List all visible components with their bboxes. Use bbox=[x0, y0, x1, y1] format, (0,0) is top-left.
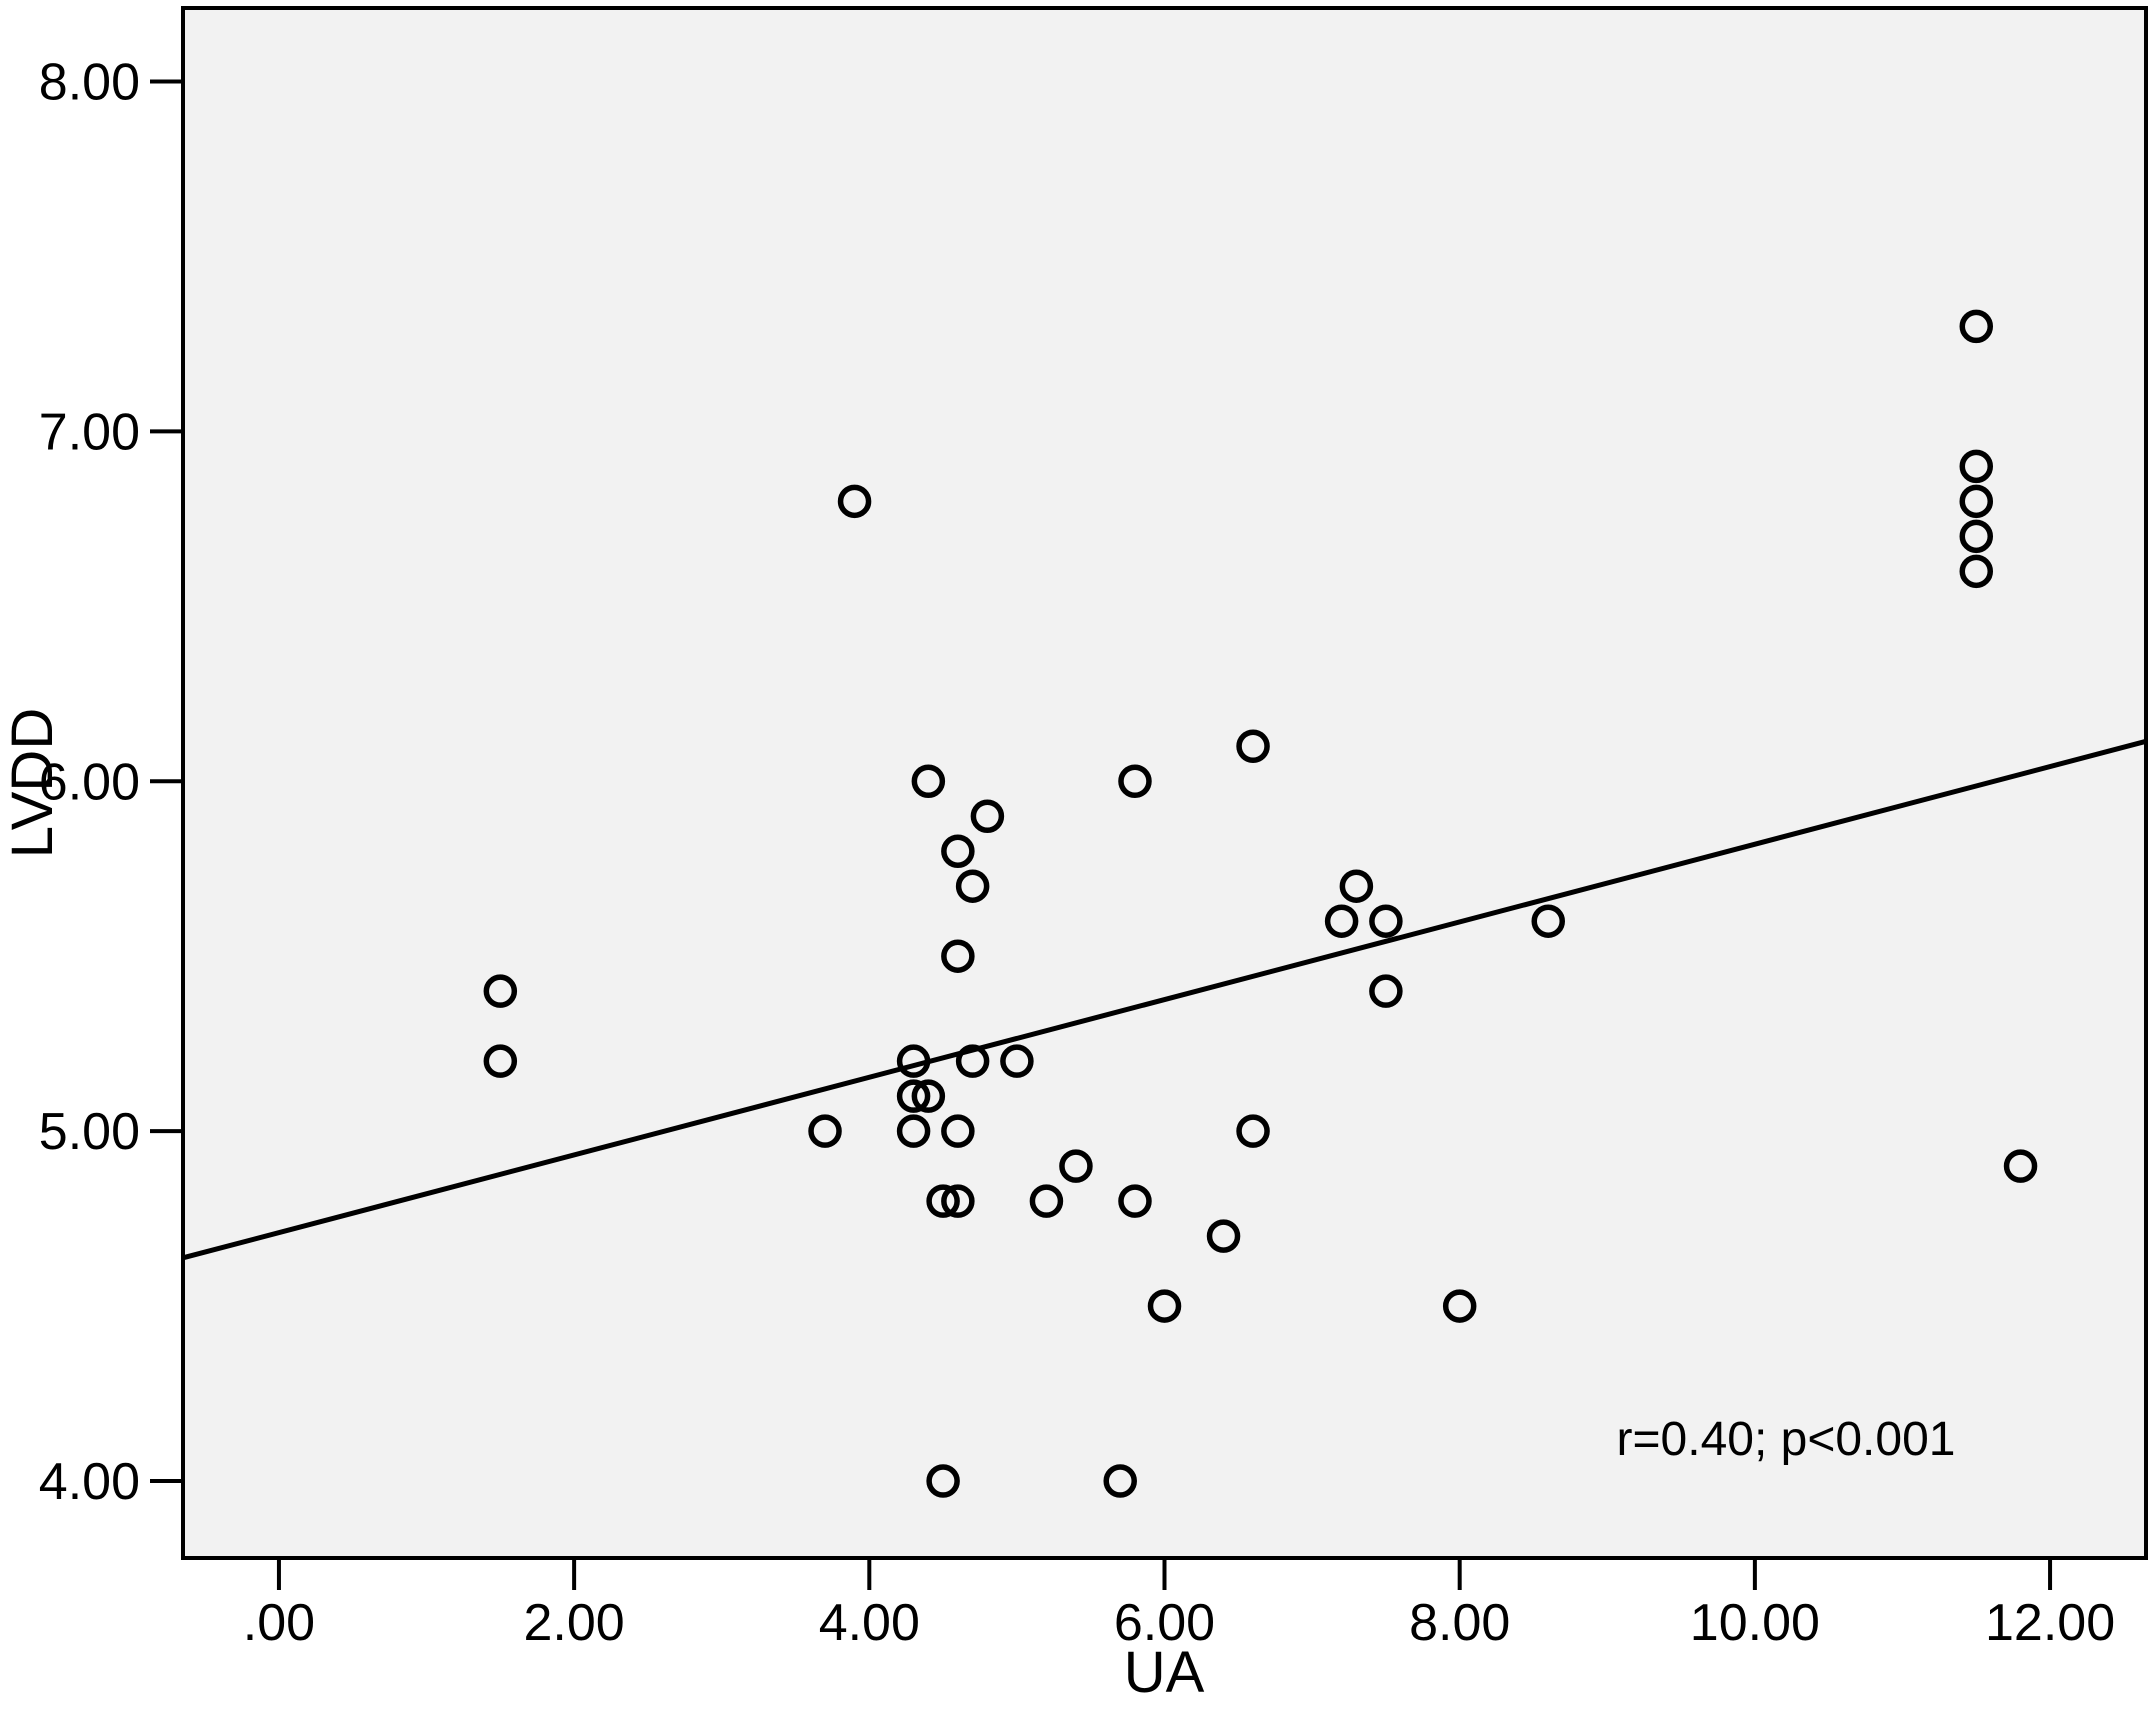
scatter-point bbox=[1959, 309, 1994, 344]
scatter-point bbox=[1029, 1184, 1064, 1218]
scatter-point bbox=[1103, 1464, 1137, 1498]
scatter-point bbox=[926, 1184, 960, 1218]
scatter-point bbox=[911, 764, 946, 799]
scatter-point bbox=[1959, 449, 1994, 484]
scatter-point bbox=[1236, 1114, 1270, 1148]
y-tick-label: 4.00 bbox=[39, 1453, 140, 1511]
regression-line bbox=[182, 738, 2147, 1261]
x-axis-ticks: .00 2.00 4.00 6.00 8.00 10.00 12.00 bbox=[243, 1558, 2115, 1652]
scatter-point bbox=[896, 1114, 931, 1148]
x-axis-title: UA bbox=[1124, 1640, 1205, 1705]
scatter-point bbox=[1324, 904, 1359, 938]
scatter-point bbox=[1959, 554, 1994, 589]
x-tick-label: .00 bbox=[243, 1594, 315, 1652]
scatter-point bbox=[911, 1079, 946, 1113]
scatter-points bbox=[483, 309, 2038, 1498]
y-axis-ticks: 4.00 5.00 6.00 7.00 8.00 bbox=[39, 53, 183, 1511]
x-tick-label: 12.00 bbox=[1985, 1594, 2115, 1652]
scatter-point bbox=[955, 1044, 990, 1078]
y-tick-label: 7.00 bbox=[39, 403, 140, 461]
scatter-point bbox=[941, 1114, 975, 1148]
x-tick-label: 4.00 bbox=[819, 1594, 920, 1652]
x-tick-label: 8.00 bbox=[1409, 1594, 1510, 1652]
scatter-point bbox=[926, 1464, 960, 1498]
y-tick-label: 6.00 bbox=[39, 753, 140, 811]
scatter-point bbox=[837, 484, 872, 519]
scatter-point bbox=[1147, 1289, 1182, 1323]
scatter-point bbox=[896, 1079, 931, 1113]
scatter-point bbox=[1959, 519, 1994, 554]
scatter-point bbox=[970, 799, 1005, 833]
scatter-point bbox=[483, 1044, 518, 1078]
y-tick-label: 8.00 bbox=[39, 53, 140, 111]
y-axis-title: LVDD bbox=[0, 708, 65, 858]
scatter-point bbox=[1236, 729, 1270, 764]
scatter-point bbox=[1118, 1184, 1152, 1218]
scatter-point bbox=[1118, 764, 1152, 799]
stats-annotation: r=0.40; p<0.001 bbox=[1617, 1413, 1956, 1466]
scatter-point bbox=[955, 869, 990, 903]
scatter-point bbox=[1339, 869, 1374, 903]
scatter-point bbox=[1959, 484, 1994, 519]
x-tick-label: 10.00 bbox=[1690, 1594, 1820, 1652]
scatter-point bbox=[1206, 1219, 1241, 1253]
x-tick-label: 2.00 bbox=[524, 1594, 625, 1652]
scatter-point bbox=[1442, 1289, 1477, 1323]
scatter-point bbox=[1369, 904, 1403, 938]
scatter-point bbox=[896, 1044, 931, 1078]
scatter-point bbox=[941, 1184, 975, 1218]
scatter-point bbox=[483, 974, 518, 1008]
scatter-point bbox=[1531, 904, 1565, 938]
y-tick-label: 5.00 bbox=[39, 1103, 140, 1161]
scatter-point bbox=[941, 834, 975, 868]
scatter-point bbox=[1059, 1149, 1093, 1183]
x-tick-label: 6.00 bbox=[1114, 1594, 1215, 1652]
scatter-point bbox=[1000, 1044, 1034, 1078]
scatter-point bbox=[1369, 974, 1403, 1008]
scatter-point bbox=[941, 939, 975, 973]
plot-area bbox=[183, 8, 2146, 1558]
scatter-point bbox=[808, 1114, 842, 1148]
scatter-point bbox=[2003, 1149, 2038, 1183]
